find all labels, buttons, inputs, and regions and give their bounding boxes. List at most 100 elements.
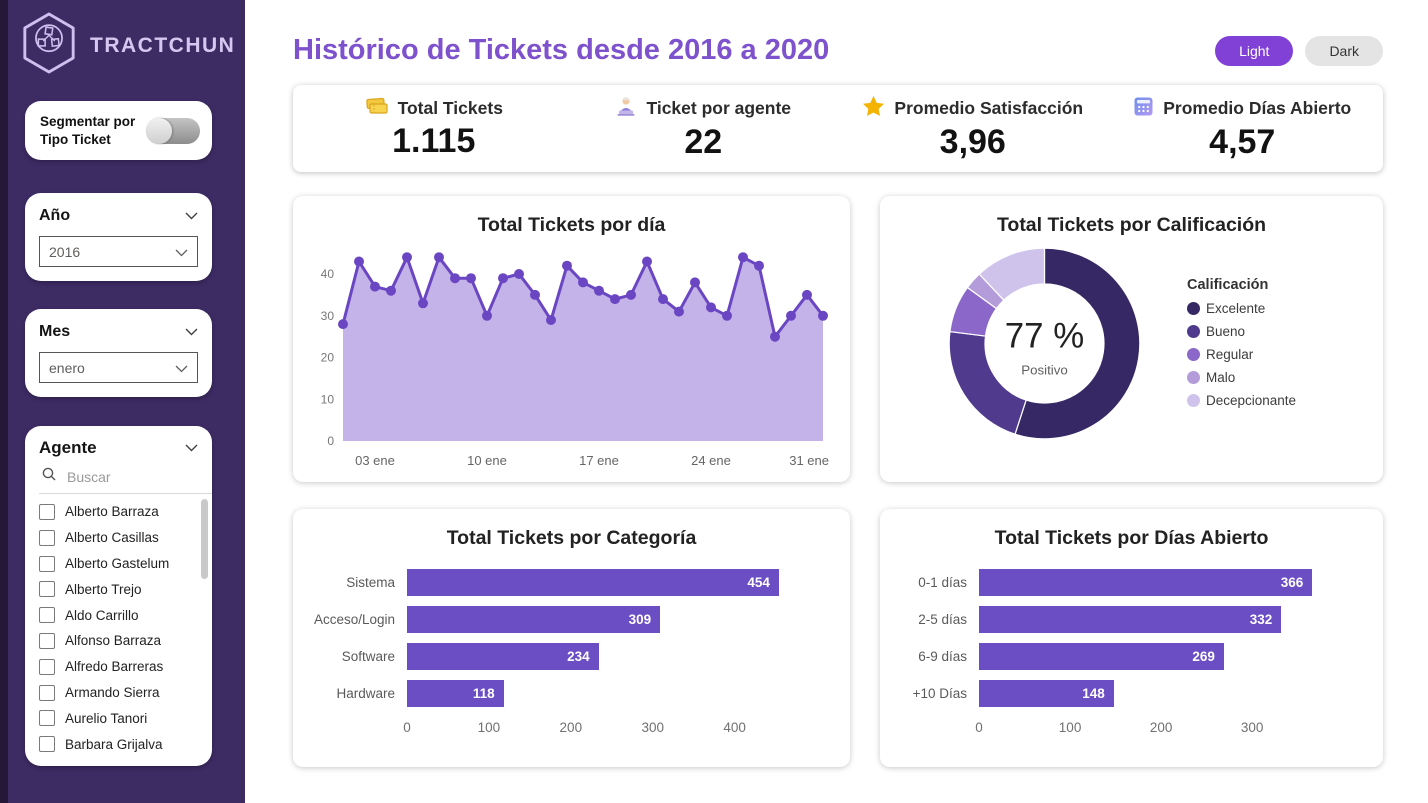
data-point-day-3[interactable] — [370, 281, 380, 292]
data-point-day-20[interactable] — [642, 256, 652, 267]
agent-item[interactable]: Alberto Barraza — [39, 499, 194, 525]
checkbox-icon[interactable] — [39, 555, 55, 572]
x-axis-tick: 300 — [641, 720, 664, 735]
agent-item[interactable]: Alfredo Barreras — [39, 654, 194, 680]
category-bar-chart: Sistema 454 Acceso/Login 309 Software 234 Hard… — [307, 564, 836, 738]
bar-6-9-d-as[interactable]: 269 — [979, 643, 1224, 670]
rating-donut-chart[interactable]: 77 % Positivo — [942, 241, 1147, 451]
x-axis-tick: 100 — [1058, 720, 1082, 735]
month-select-value: enero — [49, 359, 85, 376]
data-point-day-21[interactable] — [658, 294, 668, 305]
data-point-day-12[interactable] — [514, 269, 524, 279]
data-point-day-6[interactable] — [418, 298, 428, 309]
data-point-day-24[interactable] — [706, 302, 716, 313]
checkbox-icon[interactable] — [39, 581, 55, 598]
data-point-day-2[interactable] — [354, 256, 364, 267]
data-point-day-17[interactable] — [594, 285, 604, 296]
data-point-day-5[interactable] — [402, 252, 412, 263]
legend-item-excelente[interactable]: Excelente — [1187, 301, 1296, 316]
data-point-day-31[interactable] — [818, 310, 828, 321]
calendar-icon — [1133, 96, 1154, 122]
data-point-day-29[interactable] — [786, 310, 796, 321]
data-point-day-19[interactable] — [626, 289, 636, 300]
checkbox-icon[interactable] — [39, 632, 55, 649]
dark-theme-button[interactable]: Dark — [1305, 36, 1383, 66]
agent-item[interactable]: Alfonso Barraza — [39, 628, 194, 654]
month-filter-card: Mes enero — [25, 309, 212, 398]
month-select[interactable]: enero — [39, 352, 198, 384]
data-point-day-13[interactable] — [530, 289, 540, 300]
legend-item-bueno[interactable]: Bueno — [1187, 324, 1296, 339]
x-axis-ticks: 0 100 200 300 — [975, 712, 1325, 738]
data-point-day-9[interactable] — [466, 273, 476, 284]
category-chart-card: Total Tickets por Categoría Sistema 454 Ac… — [293, 509, 850, 767]
agent-item[interactable]: Armando Sierra — [39, 680, 194, 706]
light-theme-button[interactable]: Light — [1215, 36, 1294, 66]
kpi-label-row: Ticket por agente — [615, 95, 791, 122]
kpi-item: Total Tickets 1.115 — [299, 93, 569, 164]
tipo-ticket-toggle[interactable] — [146, 117, 200, 144]
agent-item[interactable]: Aurelio Tanori — [39, 705, 194, 731]
data-point-day-15[interactable] — [562, 260, 572, 271]
bar-sistema[interactable]: 454 — [407, 569, 779, 596]
data-point-day-1[interactable] — [338, 319, 348, 330]
data-point-day-23[interactable] — [690, 277, 700, 288]
data-point-day-22[interactable] — [674, 306, 684, 317]
data-point-day-14[interactable] — [546, 315, 556, 325]
legend-dot-icon — [1187, 301, 1200, 315]
chevron-down-icon[interactable] — [185, 439, 198, 457]
kpi-label-row: Total Tickets — [365, 96, 503, 121]
bar-hardware[interactable]: 118 — [407, 680, 504, 707]
checkbox-icon[interactable] — [39, 710, 55, 727]
data-point-day-10[interactable] — [482, 310, 492, 321]
agent-item[interactable]: Aldo Carrillo — [39, 602, 194, 628]
data-point-day-26[interactable] — [738, 252, 748, 263]
data-point-day-4[interactable] — [386, 285, 396, 296]
daily-tickets-line-chart[interactable]: 0 10 20 30 40 03 ene 10 ene 17 ene 24 ene 31 ene — [307, 241, 836, 478]
data-point-day-11[interactable] — [498, 273, 508, 284]
chevron-down-icon[interactable] — [185, 207, 198, 225]
checkbox-icon[interactable] — [39, 607, 55, 624]
data-point-day-28[interactable] — [770, 331, 780, 342]
legend-item-regular[interactable]: Regular — [1187, 347, 1296, 362]
kpi-card: Total Tickets 1.115 Ticket por agente 22 Pro… — [293, 85, 1383, 172]
bar-track: 234 — [407, 643, 792, 670]
agent-item[interactable]: Alberto Gastelum — [39, 551, 194, 577]
checkbox-icon[interactable] — [39, 736, 55, 753]
checkbox-icon[interactable] — [39, 503, 55, 520]
legend-item-malo[interactable]: Malo — [1187, 370, 1296, 385]
data-point-day-16[interactable] — [578, 277, 588, 288]
data-point-day-18[interactable] — [610, 294, 620, 305]
bar--10-d-as[interactable]: 148 — [979, 680, 1114, 707]
x-axis-tick: 100 — [477, 720, 501, 735]
checkbox-icon[interactable] — [39, 684, 55, 701]
legend-label: Regular — [1206, 346, 1254, 362]
checkbox-icon[interactable] — [39, 658, 55, 675]
chevron-down-icon[interactable] — [185, 323, 198, 341]
bar-0-1-d-as[interactable]: 366 — [979, 569, 1313, 596]
data-point-day-8[interactable] — [450, 273, 460, 284]
kpi-label-row: Promedio Días Abierto — [1133, 96, 1351, 122]
data-point-day-27[interactable] — [754, 260, 764, 271]
donut-slice-decepcionante[interactable] — [978, 247, 1046, 302]
legend-item-decepcionante[interactable]: Decepcionante — [1187, 393, 1296, 408]
bar-2-5-d-as[interactable]: 332 — [979, 606, 1282, 633]
data-point-day-25[interactable] — [722, 310, 732, 321]
year-select[interactable]: 2016 — [39, 236, 198, 268]
agent-item[interactable]: Alberto Casillas — [39, 525, 194, 551]
agent-item[interactable]: Barbara Grijalva — [39, 731, 194, 757]
bar-software[interactable]: 234 — [407, 643, 599, 670]
data-point-day-7[interactable] — [434, 252, 444, 263]
agent-name: Alberto Casillas — [65, 530, 159, 546]
scrollbar[interactable] — [201, 499, 208, 580]
agent-search-input[interactable] — [65, 467, 175, 486]
donut-slice-excelente[interactable] — [1014, 247, 1141, 440]
bar-acceso-login[interactable]: 309 — [407, 606, 661, 633]
checkbox-icon[interactable] — [39, 529, 55, 546]
legend-title: Calificación — [1187, 276, 1269, 293]
data-point-day-30[interactable] — [802, 289, 812, 300]
bar-track: 332 — [979, 606, 1325, 633]
svg-text:03 ene: 03 ene — [355, 453, 395, 468]
agent-name: Armando Sierra — [65, 685, 160, 701]
agent-item[interactable]: Alberto Trejo — [39, 576, 194, 602]
